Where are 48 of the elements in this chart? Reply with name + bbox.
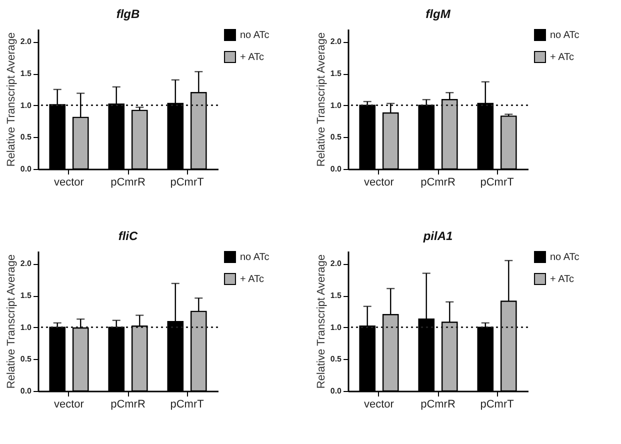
y-axis-title: Relative Transcript Average: [5, 254, 18, 389]
x-tick-label: pCmrT: [480, 176, 514, 188]
chart-title: pilA1: [422, 229, 453, 243]
legend-label: + ATc: [240, 274, 264, 285]
legend-label: no ATc: [240, 252, 270, 263]
y-tick-label: 1.5: [20, 291, 32, 300]
legend-label: no ATc: [550, 30, 580, 41]
y-tick-label: 0.0: [330, 164, 342, 174]
y-tick-label: 2.0: [330, 259, 342, 268]
y-tick-label: 1.0: [20, 100, 32, 110]
y-tick-label: 1.0: [20, 322, 32, 332]
y-tick-label: 1.0: [330, 322, 342, 332]
y-tick-label: 1.5: [330, 69, 342, 78]
y-tick-label: 1.5: [20, 69, 32, 78]
y-axis-title: Relative Transcript Average: [315, 32, 328, 167]
x-tick-label: vector: [54, 176, 84, 188]
legend-label: no ATc: [550, 252, 580, 263]
x-tick-label: pCmrR: [420, 176, 456, 188]
y-tick-label: 2.0: [330, 37, 342, 46]
y-tick-label: 0.5: [20, 354, 32, 364]
x-tick-label: pCmrR: [110, 176, 146, 188]
legend-label: + ATc: [550, 52, 574, 63]
x-tick-label: pCmrR: [110, 398, 146, 410]
legend-label: no ATc: [240, 30, 270, 41]
y-tick-label: 1.5: [330, 291, 342, 300]
y-tick-label: 0.0: [20, 386, 32, 396]
y-tick-label: 0.0: [20, 164, 32, 174]
x-tick-label: pCmrT: [170, 398, 204, 410]
y-axis-title: Relative Transcript Average: [315, 254, 328, 389]
y-tick-label: 0.5: [330, 354, 342, 364]
y-tick-label: 2.0: [20, 259, 32, 268]
chart-title: fliC: [118, 229, 138, 243]
chart-title: flgM: [426, 7, 452, 21]
y-tick-label: 1.0: [330, 100, 342, 110]
legend-label: + ATc: [240, 52, 264, 63]
y-tick-label: 2.0: [20, 37, 32, 46]
x-tick-label: pCmrR: [420, 398, 456, 410]
x-tick-label: vector: [364, 176, 394, 188]
x-tick-label: pCmrT: [170, 176, 204, 188]
y-tick-label: 0.0: [330, 386, 342, 396]
y-axis-title: Relative Transcript Average: [5, 32, 18, 167]
x-tick-label: vector: [54, 398, 84, 410]
chart-title: flgB: [116, 7, 140, 21]
y-tick-label: 0.5: [330, 132, 342, 142]
x-tick-label: vector: [364, 398, 394, 410]
x-tick-label: pCmrT: [480, 398, 514, 410]
y-tick-label: 0.5: [20, 132, 32, 142]
legend-label: + ATc: [550, 274, 574, 285]
